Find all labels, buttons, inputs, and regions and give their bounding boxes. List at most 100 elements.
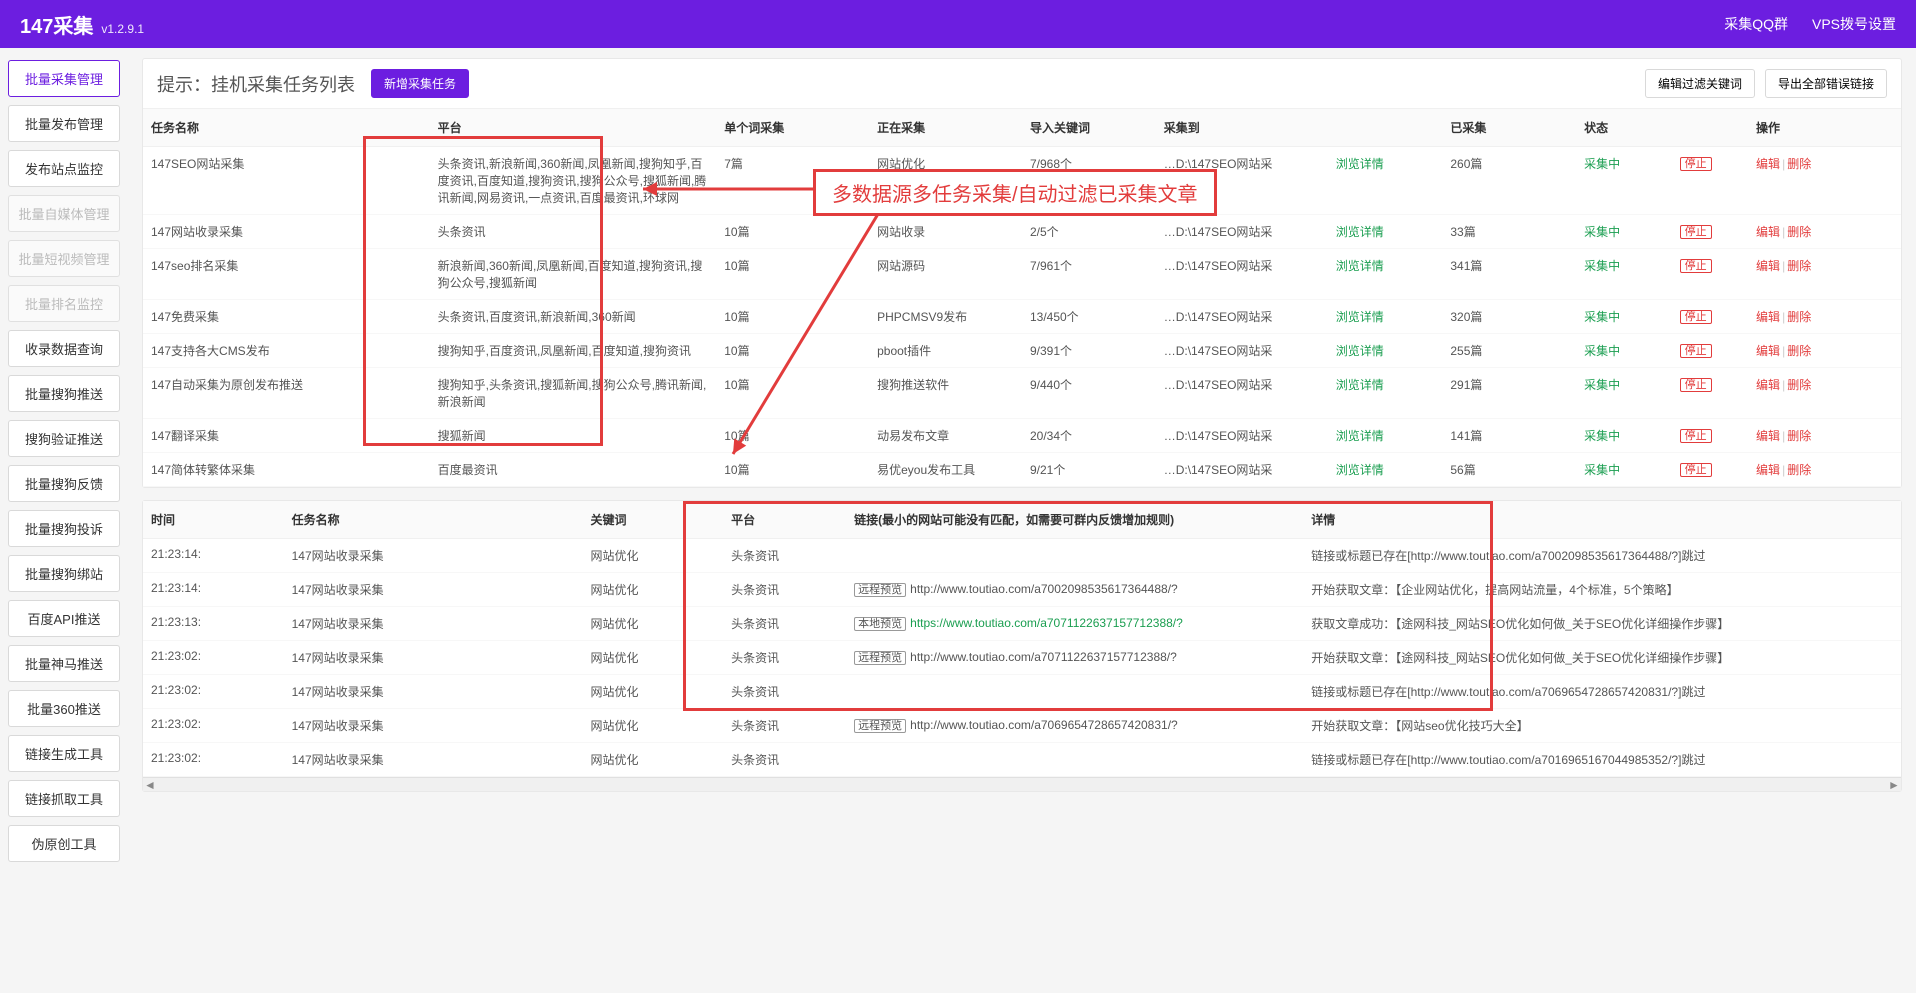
sidebar-item-7[interactable]: 批量搜狗推送 — [8, 375, 120, 412]
sidebar-item-4: 批量短视频管理 — [8, 240, 120, 277]
tasks-table: 任务名称平台单个词采集正在采集导入关键词采集到已采集状态操作 147SEO网站采… — [143, 109, 1901, 487]
sidebar-item-1[interactable]: 批量发布管理 — [8, 105, 120, 142]
task-edit[interactable]: 编辑 — [1756, 310, 1780, 324]
tasks-panel-head: 提示：挂机采集任务列表 新增采集任务 编辑过滤关键词 导出全部错误链接 — [143, 59, 1901, 109]
log-row: 21:23:02:147网站收录采集网站优化头条资讯远程预览http://www… — [143, 641, 1901, 675]
sidebar-item-12[interactable]: 百度API推送 — [8, 600, 120, 637]
sidebar-item-6[interactable]: 收录数据查询 — [8, 330, 120, 367]
task-delete[interactable]: 删除 — [1787, 344, 1811, 358]
log-url[interactable]: http://www.toutiao.com/a7002098535617364… — [910, 582, 1178, 596]
task-name: 147seo排名采集 — [143, 249, 430, 300]
task-name: 147支持各大CMS发布 — [143, 334, 430, 368]
task-stop[interactable]: 停止 — [1672, 215, 1748, 249]
link-vps-settings[interactable]: VPS拨号设置 — [1812, 14, 1896, 34]
task-delete[interactable]: 删除 — [1787, 310, 1811, 324]
log-task: 147网站收录采集 — [284, 675, 583, 709]
task-delete[interactable]: 删除 — [1787, 378, 1811, 392]
sidebar-item-13[interactable]: 批量神马推送 — [8, 645, 120, 682]
log-col-header: 链接(最小的网站可能没有匹配，如需要可群内反馈增加规则) — [846, 501, 1303, 539]
sidebar-item-17[interactable]: 伪原创工具 — [8, 825, 120, 862]
task-to: …D:\147SEO网站采 — [1156, 249, 1328, 300]
task-delete[interactable]: 删除 — [1787, 429, 1811, 443]
task-delete[interactable]: 删除 — [1787, 225, 1811, 239]
sidebar-item-3: 批量自媒体管理 — [8, 195, 120, 232]
add-task-button[interactable]: 新增采集任务 — [371, 69, 469, 98]
task-detail-link[interactable]: 浏览详情 — [1328, 215, 1443, 249]
task-edit[interactable]: 编辑 — [1756, 344, 1780, 358]
log-detail: 开始获取文章：【途网科技_网站SEO优化如何做_关于SEO优化详细操作步骤】 — [1303, 641, 1901, 675]
task-name: 147免费采集 — [143, 300, 430, 334]
log-kw: 网站优化 — [582, 675, 723, 709]
sidebar-item-8[interactable]: 搜狗验证推送 — [8, 420, 120, 457]
link-qq-group[interactable]: 采集QQ群 — [1724, 14, 1788, 34]
tasks-col-header: 操作 — [1748, 109, 1901, 147]
sidebar-item-0[interactable]: 批量采集管理 — [8, 60, 120, 97]
task-per: 10篇 — [716, 300, 869, 334]
task-detail-link[interactable]: 浏览详情 — [1328, 419, 1443, 453]
log-scrollbar[interactable]: ◄ ► — [143, 777, 1901, 791]
task-stop[interactable]: 停止 — [1672, 147, 1748, 215]
task-detail-link[interactable]: 浏览详情 — [1328, 249, 1443, 300]
sidebar-item-9[interactable]: 批量搜狗反馈 — [8, 465, 120, 502]
task-delete[interactable]: 删除 — [1787, 259, 1811, 273]
task-kw: 2/5个 — [1022, 215, 1156, 249]
task-platform: 头条资讯,百度资讯,新浪新闻,360新闻 — [430, 300, 717, 334]
task-edit[interactable]: 编辑 — [1756, 378, 1780, 392]
task-edit[interactable]: 编辑 — [1756, 225, 1780, 239]
preview-tag[interactable]: 远程预览 — [854, 651, 906, 665]
scroll-left-icon[interactable]: ◄ — [143, 778, 157, 792]
sidebar-item-10[interactable]: 批量搜狗投诉 — [8, 510, 120, 547]
sidebar-item-11[interactable]: 批量搜狗绑站 — [8, 555, 120, 592]
log-time: 21:23:02: — [143, 675, 284, 709]
task-to: …D:\147SEO网站采 — [1156, 453, 1328, 487]
sidebar-item-2[interactable]: 发布站点监控 — [8, 150, 120, 187]
app-header: 147采集 v1.2.9.1 采集QQ群 VPS拨号设置 — [0, 0, 1916, 48]
edit-filter-button[interactable]: 编辑过滤关键词 — [1645, 69, 1755, 98]
task-platform: 百度最资讯 — [430, 453, 717, 487]
task-delete[interactable]: 删除 — [1787, 463, 1811, 477]
log-url[interactable]: http://www.toutiao.com/a7069654728657420… — [910, 718, 1178, 732]
task-stop[interactable]: 停止 — [1672, 453, 1748, 487]
task-edit[interactable]: 编辑 — [1756, 463, 1780, 477]
sidebar-item-16[interactable]: 链接抓取工具 — [8, 780, 120, 817]
task-stop[interactable]: 停止 — [1672, 300, 1748, 334]
task-ops: 编辑|删除 — [1748, 419, 1901, 453]
log-detail: 开始获取文章：【企业网站优化，提高网站流量，4个标准，5个策略】 — [1303, 573, 1901, 607]
log-task: 147网站收录采集 — [284, 743, 583, 777]
task-detail-link[interactable]: 浏览详情 — [1328, 300, 1443, 334]
task-edit[interactable]: 编辑 — [1756, 157, 1780, 171]
task-stop[interactable]: 停止 — [1672, 419, 1748, 453]
main-content: 提示：挂机采集任务列表 新增采集任务 编辑过滤关键词 导出全部错误链接 任务名称… — [128, 48, 1916, 874]
task-stop[interactable]: 停止 — [1672, 334, 1748, 368]
log-row: 21:23:13:147网站收录采集网站优化头条资讯本地预览https://ww… — [143, 607, 1901, 641]
task-detail-link[interactable]: 浏览详情 — [1328, 334, 1443, 368]
log-url[interactable]: https://www.toutiao.com/a707112263715771… — [910, 616, 1183, 630]
task-to: …D:\147SEO网站采 — [1156, 368, 1328, 419]
task-platform: 搜狗知乎,头条资讯,搜狐新闻,搜狗公众号,腾讯新闻,新浪新闻 — [430, 368, 717, 419]
log-url[interactable]: http://www.toutiao.com/a7071122637157712… — [910, 650, 1177, 664]
task-kw: 9/21个 — [1022, 453, 1156, 487]
log-time: 21:23:14: — [143, 539, 284, 573]
task-ops: 编辑|删除 — [1748, 368, 1901, 419]
task-detail-link[interactable]: 浏览详情 — [1328, 453, 1443, 487]
export-errors-button[interactable]: 导出全部错误链接 — [1765, 69, 1887, 98]
task-edit[interactable]: 编辑 — [1756, 259, 1780, 273]
tasks-col-header: 导入关键词 — [1022, 109, 1156, 147]
task-stop[interactable]: 停止 — [1672, 249, 1748, 300]
task-detail-link[interactable]: 浏览详情 — [1328, 368, 1443, 419]
preview-tag[interactable]: 本地预览 — [854, 617, 906, 631]
sidebar-item-14[interactable]: 批量360推送 — [8, 690, 120, 727]
task-edit[interactable]: 编辑 — [1756, 429, 1780, 443]
scroll-right-icon[interactable]: ► — [1887, 778, 1901, 792]
task-row: 147简体转繁体采集百度最资讯10篇易优eyou发布工具9/21个…D:\147… — [143, 453, 1901, 487]
sidebar-item-15[interactable]: 链接生成工具 — [8, 735, 120, 772]
task-detail-link[interactable]: 浏览详情 — [1328, 147, 1443, 215]
log-link — [846, 539, 1303, 573]
preview-tag[interactable]: 远程预览 — [854, 583, 906, 597]
header-right: 采集QQ群 VPS拨号设置 — [1724, 14, 1896, 34]
task-delete[interactable]: 删除 — [1787, 157, 1811, 171]
task-collected: 33篇 — [1442, 215, 1576, 249]
preview-tag[interactable]: 远程预览 — [854, 719, 906, 733]
task-kw: 9/440个 — [1022, 368, 1156, 419]
task-stop[interactable]: 停止 — [1672, 368, 1748, 419]
